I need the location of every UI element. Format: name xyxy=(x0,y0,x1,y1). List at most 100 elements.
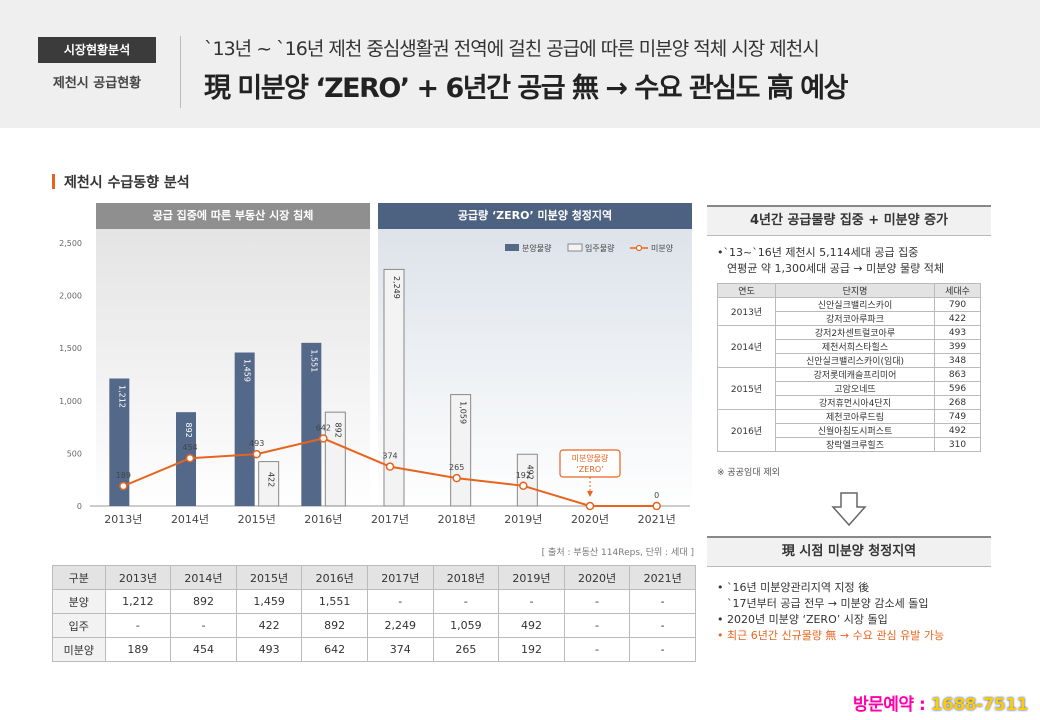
complex-row: 2015년 강저롯데캐슬프리미어 863 xyxy=(717,367,981,410)
complex-name: 고암오네뜨 xyxy=(775,381,935,396)
x-tick-label: 2013년 xyxy=(104,513,142,526)
point-unsold xyxy=(385,462,395,471)
table-cell: 642 xyxy=(301,637,368,662)
complex-units: 749 xyxy=(934,409,981,424)
complex-name: 신월아침도시퍼스트 xyxy=(775,423,935,438)
table-cell: 892 xyxy=(170,589,237,614)
band-left: 공급 집중에 따른 부동산 시장 침체 xyxy=(96,203,370,229)
table-cell: 493 xyxy=(235,637,303,662)
header-banner: 시장현황분석 제천시 공급현황 `13년 ~ `16년 제천 중심생활권 전역에… xyxy=(0,0,1040,128)
bullet-line: • 2020년 미분양 ‘ZERO’ 시장 돌입 xyxy=(717,613,888,626)
complex-year: 2013년 xyxy=(717,297,776,326)
complex-name: 강저휴먼시아4단지 xyxy=(775,395,935,410)
table-cell: - xyxy=(629,613,696,638)
reservation-phone[interactable]: 방문예약 : 1688-7511 xyxy=(853,690,1028,715)
complex-units: 493 xyxy=(934,325,981,340)
bullet-line: • `16년 미분양관리지역 지정 後 xyxy=(717,581,870,594)
complex-row: 2014년 강저2차센트럴코아루 493 xyxy=(717,325,981,368)
x-tick-label: 2020년 xyxy=(571,513,609,526)
point-unsold xyxy=(185,453,195,463)
bar-label-move-in: 1,059 xyxy=(459,401,468,424)
bullet-line-highlight: • 최근 6년간 신규물량 無 → 수요 관심 유발 가능 xyxy=(717,629,945,642)
section-marker xyxy=(52,174,55,189)
x-tick-label: 2014년 xyxy=(171,513,209,526)
legend-marker-unsold xyxy=(635,244,643,252)
table-header-cell: 구분 xyxy=(52,565,106,590)
table-header-cell: 2018년 xyxy=(432,565,500,590)
bar-presale xyxy=(109,378,130,506)
line-label-unsold: 642 xyxy=(316,423,331,432)
complex-units: 790 xyxy=(934,297,981,312)
bar-move-in xyxy=(516,453,538,507)
complex-name: 신안실크밸리스카이(임대) xyxy=(775,353,935,368)
line-label-unsold: 0 xyxy=(654,491,659,500)
bullet-line: `17년부터 공급 전무 → 미분양 감소세 돌입 xyxy=(727,597,929,610)
table-cell: 422 xyxy=(235,613,303,638)
down-arrow-icon xyxy=(831,492,867,527)
table-cell: 454 xyxy=(170,637,237,662)
table-header-row: 구분 2013년 2014년 2015년 2016년 2017년 2018년 2… xyxy=(52,565,696,590)
legend-swatch-move-in xyxy=(567,243,583,252)
table-cell: 892 xyxy=(301,613,368,638)
bar-label-presale: 1,212 xyxy=(117,385,126,408)
table-cell: - xyxy=(366,589,434,614)
supply-chart: 0 500 1,000 1,500 2,000 2,500 1,212 2013년 892 201… xyxy=(59,239,690,526)
point-unsold xyxy=(452,473,461,483)
legend-swatch-presale xyxy=(505,244,519,251)
bar-move-in xyxy=(258,461,280,507)
y-tick-label: 0 xyxy=(77,502,82,511)
point-unsold xyxy=(652,501,661,511)
legend-label-unsold: 미분양 xyxy=(651,244,674,253)
shade-left xyxy=(96,229,370,512)
y-tick-label: 1,000 xyxy=(59,397,82,406)
complex-year: 2015년 xyxy=(717,367,776,410)
bar-label-move-in: 492 xyxy=(525,465,534,480)
complex-units: 422 xyxy=(934,311,981,326)
panel-title-supply: 4년간 공급물량 집중 + 미분양 증가 xyxy=(707,205,991,236)
y-tick-label: 500 xyxy=(67,449,82,458)
table-cell: - xyxy=(104,613,172,638)
table-cell: 189 xyxy=(104,637,172,662)
point-unsold xyxy=(519,481,528,491)
x-tick-label: 2021년 xyxy=(638,513,676,526)
complex-row: 신월아침도시퍼스트 492 xyxy=(718,423,981,438)
line-label-unsold: 374 xyxy=(382,452,397,461)
complex-table: 연도 단지명 세대수 2013년 신안실크밸리스카이 790 강저코아루파크 422 20… xyxy=(717,283,981,452)
table-cell: - xyxy=(629,637,696,662)
x-tick-label: 2015년 xyxy=(238,513,276,526)
reservation-label: 방문예약 : xyxy=(853,695,931,715)
table-header-cell: 2015년 xyxy=(235,565,303,590)
panel-title-clean: 現 시점 미분양 청정지역 xyxy=(707,536,991,567)
complex-units: 348 xyxy=(934,353,981,368)
point-unsold xyxy=(252,449,261,459)
bar-label-move-in: 2,249 xyxy=(392,276,401,299)
table-cell: 1,059 xyxy=(432,613,500,638)
x-tick-label: 2018년 xyxy=(438,513,476,526)
band-right: 공급량 ‘ZERO’ 미분양 청정지역 xyxy=(378,203,692,229)
section-title: 제천시 수급동향 분석 xyxy=(64,175,190,191)
category-subtag: 제천시 공급현황 xyxy=(52,76,142,91)
point-unsold xyxy=(319,434,328,443)
callout-label: ‘ZERO’ xyxy=(576,465,603,474)
table-header-cell: 2016년 xyxy=(301,565,368,590)
table-cell: 374 xyxy=(366,637,434,662)
bar-label-presale: 1,551 xyxy=(309,349,318,372)
table-header-cell: 2014년 xyxy=(170,565,237,590)
bar-label-move-in: 422 xyxy=(267,472,276,487)
complex-header-cell: 세대수 xyxy=(934,283,981,298)
complex-row: 장락엘크루힐즈 310 xyxy=(718,437,981,452)
bar-move-in xyxy=(324,411,346,507)
point-unsold xyxy=(585,501,595,511)
complex-name: 신안실크밸리스카이 xyxy=(775,297,935,312)
table-cell: 1,459 xyxy=(235,589,303,614)
table-cell: - xyxy=(563,637,631,662)
table-cell: 1,551 xyxy=(301,589,368,614)
bar-label-move-in: 892 xyxy=(333,423,342,438)
panel-bullet-supply: •`13~`16년 제천시 5,114세대 공급 집중 연평균 약 1,300세… xyxy=(717,245,997,277)
x-tick-label: 2019년 xyxy=(504,513,542,526)
line-label-unsold: 265 xyxy=(449,463,464,472)
bullet-line: •`13~`16년 제천시 5,114세대 공급 집중 xyxy=(717,246,919,259)
table-row-header: 분양 xyxy=(52,589,106,614)
table-cell: - xyxy=(563,589,631,614)
bar-presale xyxy=(301,342,322,506)
